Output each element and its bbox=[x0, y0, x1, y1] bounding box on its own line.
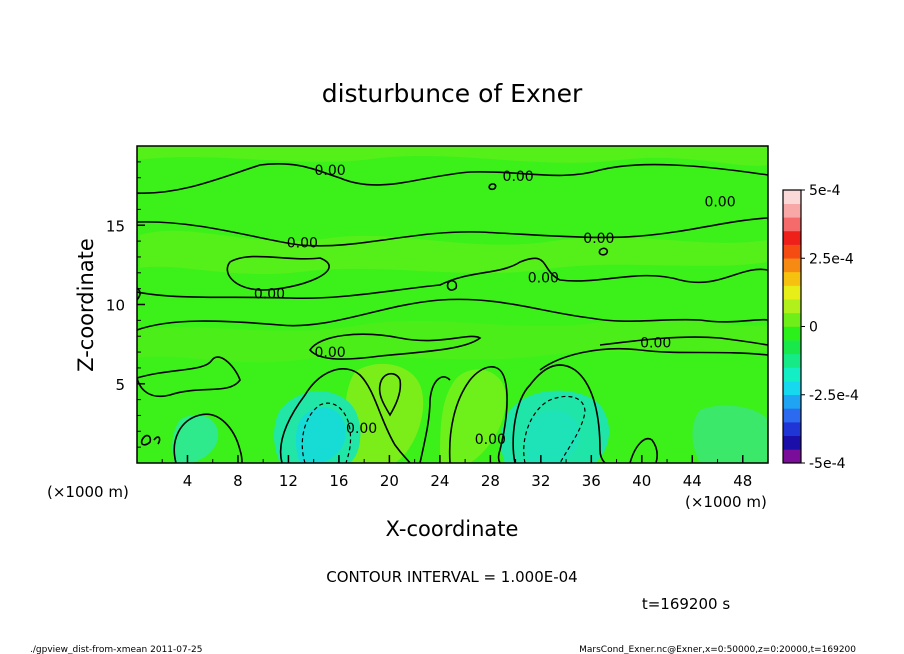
colorbar-segment bbox=[783, 367, 801, 382]
positive-region bbox=[345, 363, 424, 463]
colorbar-segment bbox=[783, 326, 801, 341]
x-axis-ticks: 4 8 12 16 20 24 28 32 36 40 44 48 bbox=[161, 455, 752, 490]
x-tick-label: 44 bbox=[683, 472, 702, 490]
x-tick-label: 16 bbox=[329, 472, 348, 490]
y-tick-label: 5 bbox=[115, 376, 125, 394]
contour-label: 0.00 bbox=[528, 271, 559, 287]
x-tick-label: 20 bbox=[380, 472, 399, 490]
contour-label-layer: 0.00 0.00 0.00 0.00 0.00 0.00 0.00 0.00 0.00 0.00… bbox=[254, 163, 736, 448]
colorbar-segment bbox=[783, 449, 801, 464]
contour-label: 0.00 bbox=[583, 231, 614, 247]
x-tick-label: 28 bbox=[481, 472, 500, 490]
colorbar-label: 0 bbox=[809, 320, 818, 336]
colorbar-segment bbox=[783, 190, 801, 204]
colorbar-segment bbox=[783, 408, 801, 423]
x-tick-label: 4 bbox=[183, 472, 193, 490]
colorbar-segment bbox=[783, 299, 801, 314]
positive-region bbox=[137, 318, 768, 363]
negative-region bbox=[295, 407, 346, 463]
positive-region bbox=[440, 369, 506, 463]
colorbar-segment bbox=[783, 217, 801, 232]
y-axis-label: Z-coordinate bbox=[74, 238, 98, 372]
colorbar-segment bbox=[783, 271, 801, 286]
y-tick-label: 15 bbox=[106, 217, 125, 235]
contour-label: 0.00 bbox=[503, 169, 534, 185]
contour-label: 0.00 bbox=[704, 194, 735, 210]
colorbar-segment bbox=[783, 203, 801, 218]
x-axis-label: X-coordinate bbox=[386, 517, 519, 541]
colorbar-segment bbox=[783, 381, 801, 396]
colorbar-label: 5e-4 bbox=[809, 183, 841, 199]
zero-contours bbox=[137, 163, 768, 463]
y-axis-unit: (×1000 m) bbox=[47, 483, 129, 501]
chart-title: disturbunce of Exner bbox=[322, 79, 583, 108]
negative-contours bbox=[301, 395, 586, 463]
colorbar bbox=[782, 189, 802, 464]
negative-region bbox=[692, 405, 768, 463]
positive-region bbox=[137, 146, 768, 166]
x-tick-label: 8 bbox=[233, 472, 243, 490]
x-tick-label: 12 bbox=[279, 472, 298, 490]
contour-label: 0.00 bbox=[315, 345, 346, 361]
colorbar-label: -5e-4 bbox=[809, 456, 846, 472]
x-tick-label: 48 bbox=[733, 472, 752, 490]
colorbar-segment bbox=[783, 422, 801, 436]
colorbar-segment bbox=[783, 435, 801, 450]
colorbar-segment bbox=[783, 394, 801, 409]
contour-label: 0.00 bbox=[287, 236, 318, 252]
contour-label: 0.00 bbox=[254, 286, 285, 302]
contour-label: 0.00 bbox=[346, 421, 377, 437]
colorbar-segment bbox=[783, 230, 801, 245]
y-axis-ticks: 5 10 15 bbox=[106, 161, 145, 448]
y-tick-label: 10 bbox=[106, 297, 125, 315]
contour-label: 0.00 bbox=[475, 432, 506, 448]
colorbar-segment bbox=[783, 258, 801, 273]
colorbar-label: -2.5e-4 bbox=[809, 388, 859, 404]
negative-region bbox=[525, 410, 580, 463]
contour-interval-text: CONTOUR INTERVAL = 1.000E-04 bbox=[326, 568, 577, 586]
colorbar-segment bbox=[783, 312, 801, 327]
colorbar-segment bbox=[783, 244, 801, 259]
contour-label: 0.00 bbox=[640, 336, 671, 352]
colorbar-segment bbox=[783, 285, 801, 300]
plot-area: 0.00 0.00 0.00 0.00 0.00 0.00 0.00 0.00 0.00 0.00… bbox=[137, 146, 768, 463]
x-tick-label: 40 bbox=[632, 472, 651, 490]
colorbar-segment bbox=[783, 340, 801, 355]
x-tick-label: 36 bbox=[582, 472, 601, 490]
time-text: t=169200 s bbox=[642, 595, 730, 613]
x-tick-label: 32 bbox=[531, 472, 550, 490]
footer-right: MarsCond_Exner.nc@Exner,x=0:50000,z=0:20… bbox=[579, 645, 856, 654]
negative-region bbox=[172, 414, 219, 463]
colorbar-label: 2.5e-4 bbox=[809, 251, 854, 267]
colorbar-segment bbox=[783, 353, 801, 368]
colorbar-labels: 5e-4 2.5e-4 0 -2.5e-4 -5e-4 bbox=[801, 183, 859, 472]
x-axis-unit: (×1000 m) bbox=[685, 493, 767, 511]
x-tick-label: 24 bbox=[430, 472, 449, 490]
contour-label: 0.00 bbox=[315, 163, 346, 179]
footer-left: ./gpview_dist-from-xmean 2011-07-25 bbox=[30, 645, 202, 654]
positive-region bbox=[140, 230, 768, 275]
